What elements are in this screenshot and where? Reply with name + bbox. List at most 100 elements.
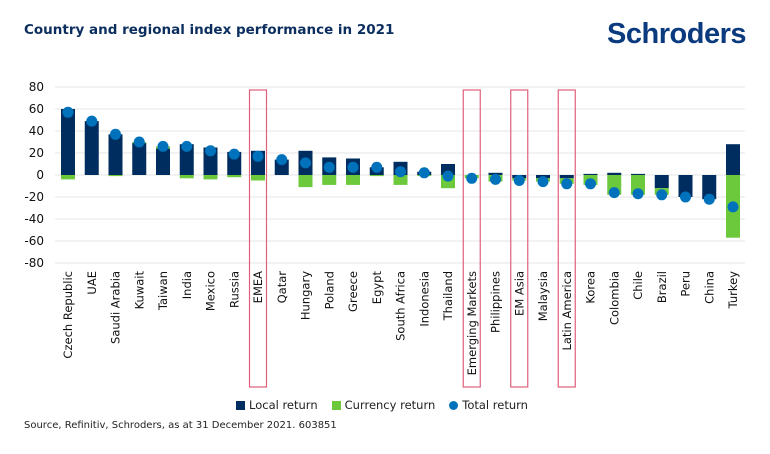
currency-return-bar: [61, 175, 75, 180]
currency-return-bar: [179, 175, 194, 179]
x-tick-label: Turkey: [726, 271, 740, 310]
total-return-dot: [537, 176, 549, 188]
currency-return-bar: [251, 175, 265, 181]
currency-return-bar: [369, 175, 384, 177]
total-return-dot: [276, 154, 288, 166]
local-return-bar: [61, 109, 75, 175]
x-tick-label: Saudi Arabia: [109, 271, 123, 344]
highlight-boxes: [248, 89, 576, 388]
total-return-dot: [157, 140, 169, 152]
total-return-dot: [513, 175, 525, 186]
chart-title: Country and regional index performance i…: [24, 22, 395, 38]
currency-return-bar: [227, 175, 242, 178]
total-return-dot: [561, 178, 573, 190]
total-return-dot: [585, 178, 596, 190]
y-tick-label: 60: [29, 102, 44, 116]
x-tick-label: Kuwait: [132, 271, 146, 310]
total-return-dot: [608, 187, 620, 199]
y-axis: 80 60 40 20 0 -20 -40 -60 -80: [24, 80, 44, 270]
y-tick-label: -20: [24, 190, 44, 204]
legend-total: Total return: [449, 398, 528, 412]
total-return-dot: [490, 173, 501, 185]
total-return-dot: [680, 191, 691, 203]
total-return-dot: [323, 161, 335, 173]
x-tick-label: Brazil: [655, 271, 669, 303]
highlight-box: [462, 89, 481, 388]
x-tick-label: Chile: [631, 271, 645, 300]
x-tick-label: Egypt: [370, 271, 384, 305]
x-tick-label: EMEA: [251, 271, 265, 303]
local-return-bar: [179, 144, 194, 175]
x-tick-label: Latin America: [560, 271, 574, 351]
x-tick-label: Poland: [322, 271, 336, 309]
local-return-bar: [654, 175, 669, 189]
currency-return-bar: [108, 175, 123, 177]
x-tick-label: Indonesia: [417, 271, 431, 327]
total-return-dot: [347, 161, 359, 173]
total-return-dot: [371, 161, 383, 173]
currency-return-bar: [393, 175, 408, 185]
x-tick-label: Colombia: [607, 271, 621, 325]
x-tick-label: Russia: [227, 271, 241, 308]
x-tick-label: South Africa: [394, 271, 408, 341]
total-return-dot: [133, 136, 145, 148]
total-return-dots: [62, 106, 739, 213]
x-tick-label: Czech Republic: [61, 271, 75, 359]
local-return-bar: [156, 148, 170, 175]
total-return-swatch: [449, 400, 459, 410]
total-return-dot: [252, 150, 264, 162]
currency-return-swatch: [331, 400, 341, 410]
y-tick-label: 40: [29, 124, 44, 138]
x-axis: Czech Republic UAE Saudi Arabia Kuwait Taiwa…: [61, 271, 740, 376]
total-return-dot: [62, 106, 74, 118]
schroders-logo: Schroders: [607, 18, 746, 50]
x-tick-label: Emerging Markets: [465, 271, 479, 375]
total-return-dot: [228, 148, 240, 160]
highlight-box: [510, 89, 529, 388]
x-tick-label: Thailand: [441, 271, 455, 321]
total-return-dot: [703, 193, 715, 205]
y-tick-label: 0: [36, 168, 44, 182]
x-tick-label: Peru: [679, 271, 693, 297]
highlight-box: [557, 89, 576, 388]
total-return-dot: [418, 167, 430, 179]
x-tick-label: Hungary: [299, 271, 313, 320]
local-return-bar: [583, 173, 598, 175]
total-return-dot: [300, 157, 311, 169]
total-return-dot: [86, 115, 98, 127]
y-tick-label: -80: [24, 256, 44, 270]
y-tick-label: 20: [29, 146, 44, 160]
y-tick-label: -60: [24, 234, 44, 248]
local-return-swatch: [236, 400, 245, 410]
local-return-bar: [84, 121, 99, 175]
total-return-dot: [395, 166, 406, 178]
local-return-bar: [108, 134, 123, 175]
y-tick-label: 80: [29, 80, 44, 94]
x-tick-label: India: [180, 271, 194, 299]
y-tick-label: -40: [24, 212, 44, 226]
legend: Local return Currency return Total retur…: [236, 398, 528, 412]
currency-return-bar: [203, 175, 218, 180]
legend-label: Total return: [462, 398, 528, 412]
total-return-dot: [442, 170, 454, 182]
x-tick-label: Qatar: [275, 271, 289, 304]
local-return-bar: [441, 164, 455, 175]
local-return-bar: [132, 143, 147, 175]
x-tick-label: Taiwan: [156, 271, 170, 311]
local-return-bar: [559, 175, 574, 179]
currency-return-bar: [322, 175, 337, 185]
x-tick-label: EM Asia: [512, 271, 526, 316]
x-tick-label: Korea: [584, 271, 598, 304]
total-return-dot: [181, 140, 193, 152]
x-tick-label: Greece: [346, 271, 360, 312]
legend-label: Local return: [249, 398, 318, 412]
currency-return-bar: [298, 175, 313, 188]
total-return-dot: [632, 188, 644, 200]
legend-local: Local return: [236, 398, 318, 412]
x-tick-label: Malaysia: [536, 271, 550, 321]
local-return-bar: [726, 144, 740, 175]
legend-label: Currency return: [344, 398, 436, 412]
local-return-bar: [607, 172, 622, 175]
local-return-bar: [678, 175, 693, 197]
